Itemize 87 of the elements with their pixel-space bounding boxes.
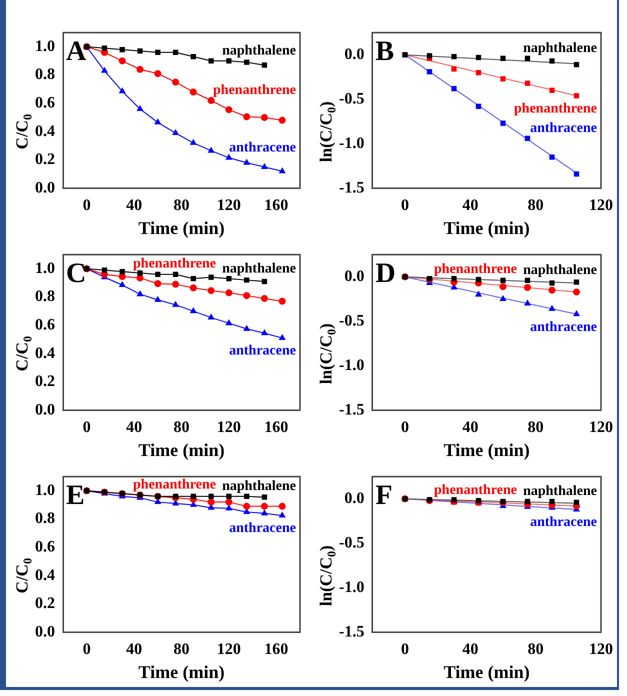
y-tick-label: 0.0 [344,490,364,507]
x-tick-label: 40 [126,196,142,214]
x-tick-label: 160 [264,640,288,658]
annotation: E [66,480,85,511]
y-tick-label: 0.6 [35,316,55,334]
series-label: anthracene [530,515,597,530]
x-tick-label: 0 [400,418,409,436]
series-label: naphthalene [222,479,296,494]
x-tick-label: 0 [82,640,91,658]
y-tick-label: -0.5 [339,534,364,552]
y-tick-label: 0.8 [35,288,55,306]
x-tick-label: 40 [462,418,478,436]
x-axis-title: Time (min) [444,662,530,682]
x-axis-title: Time (min) [138,218,225,238]
series-label: anthracene [229,344,296,359]
y-tick-label: 0.4 [35,344,55,362]
x-axis-title: Time (min) [138,662,225,682]
x-tick-label: 80 [528,196,544,214]
x-tick-label: 80 [528,418,544,436]
series-label: anthracene [229,521,296,536]
series-label: phenanthrene [133,478,216,493]
series-label: anthracene [530,121,597,136]
x-tick-label: 0 [82,418,91,436]
series-label: phenanthrene [434,483,517,498]
series-label: phenanthrene [514,101,597,116]
y-tick-label: -1.0 [339,356,364,374]
x-tick-label: 40 [126,640,142,658]
y-tick-label: 0.6 [35,538,55,556]
y-tick-label: -1.5 [339,623,364,640]
x-tick-label: 0 [82,196,91,214]
y-tick-label: 0.0 [344,268,364,285]
x-tick-label: 160 [264,196,288,214]
y-tick-label: -1.5 [339,401,364,418]
y-tick-label: 1.0 [35,38,55,55]
x-tick-label: 120 [216,418,241,436]
y-tick-label: 0.8 [35,66,55,84]
y-tick-label: 0.4 [35,122,55,140]
x-tick-label: 80 [174,418,190,436]
annotation: A [66,36,87,67]
y-tick-label: 1.0 [35,482,55,499]
series-label: naphthalene [523,40,597,56]
annotation: C [66,258,86,289]
series-label: phenanthrene [213,83,296,98]
y-tick-label: 0.0 [35,179,55,196]
y-tick-label: -1.0 [339,134,364,152]
y-tick-label: 0.0 [35,401,55,418]
x-tick-label: 80 [174,640,190,658]
annotation: B [375,36,394,67]
x-axis-title: Time (min) [444,218,530,238]
y-tick-label: 0.2 [35,151,55,168]
series-label: anthracene [530,320,597,335]
y-tick-label: 0.0 [35,623,55,640]
y-tick-label: 0.6 [35,94,55,112]
y-tick-label: -1.0 [339,578,364,596]
series-label: phenanthrene [133,256,216,272]
series-label: anthracene [229,140,296,156]
x-tick-label: 120 [589,640,613,658]
y-tick-label: 1.0 [35,260,55,277]
x-tick-label: 80 [528,640,544,658]
y-tick-label: -1.5 [339,179,364,196]
series-label: phenanthrene [434,262,517,278]
x-tick-label: 40 [462,640,478,658]
x-tick-label: 120 [216,640,241,658]
x-axis-title: Time (min) [138,440,225,460]
x-tick-label: 0 [400,196,409,214]
series-label: naphthalene [222,44,296,58]
x-axis-title: Time (min) [444,440,530,460]
y-tick-label: 0.4 [35,566,55,584]
annotation: F [375,480,392,511]
y-tick-label: 0.8 [35,510,55,528]
annotation: D [375,258,396,289]
x-tick-label: 80 [174,196,190,214]
series-label: naphthalene [222,261,296,276]
x-tick-label: 160 [264,418,288,436]
y-tick-label: 0.0 [344,46,364,63]
y-tick-label: -0.5 [339,312,364,330]
x-tick-label: 120 [216,196,241,214]
series-label: naphthalene [523,262,597,278]
x-tick-label: 0 [400,640,409,658]
y-tick-label: 0.2 [35,595,55,612]
series-label: naphthalene [523,484,597,500]
x-tick-label: 40 [126,418,142,436]
x-tick-label: 120 [589,196,613,214]
x-tick-label: 40 [462,196,478,214]
x-tick-label: 120 [589,418,613,436]
y-tick-label: 0.2 [35,373,55,390]
y-tick-label: -0.5 [339,90,364,108]
